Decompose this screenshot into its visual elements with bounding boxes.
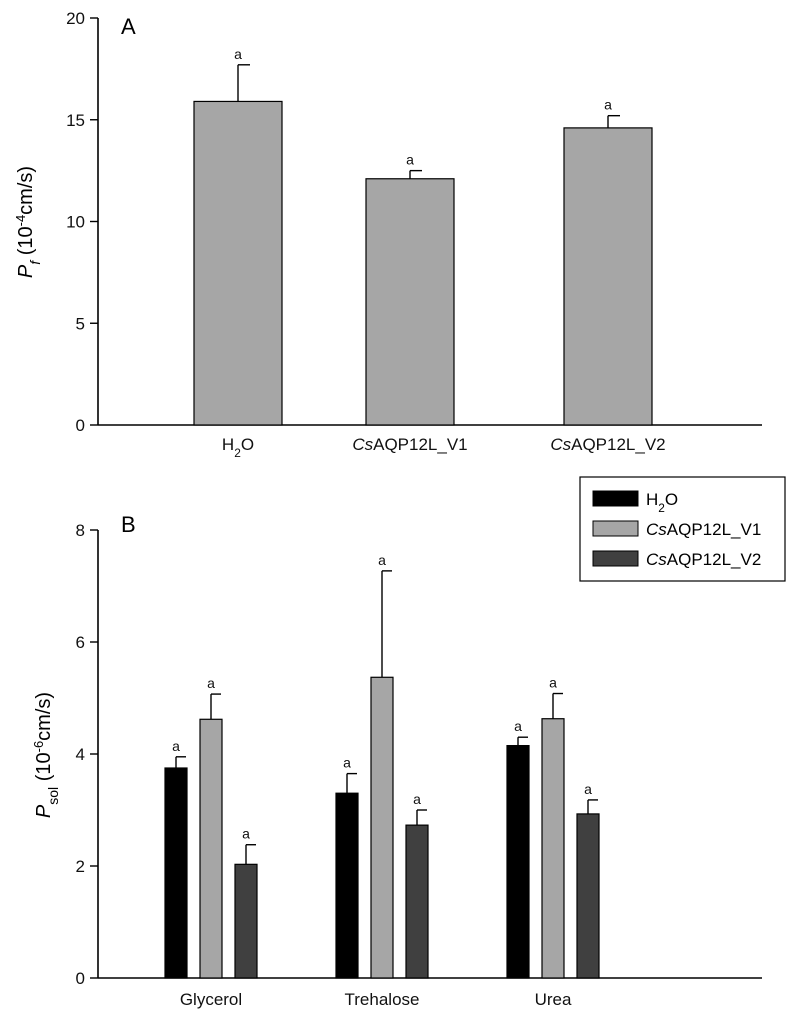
x-category-label: CsAQP12L_V2 [550,435,665,454]
legend-label: CsAQP12L_V1 [646,520,761,539]
bar [193,100,283,426]
x-category-label: Glycerol [180,990,242,1009]
significance-label: a [604,97,612,113]
bar [199,718,223,979]
panel-a: 0 5 10 15 20 a H2O a CsAQP12L_V1 a CsAQP12L_V2 A Pf … [13,9,762,460]
x-category-label: CsAQP12L_V1 [352,435,467,454]
x-category-label: Urea [535,990,572,1009]
panel-label: A [121,14,136,39]
legend-label: CsAQP12L_V2 [646,550,761,569]
y-tick-label: 20 [66,9,85,28]
significance-label: a [242,826,250,842]
significance-label: a [378,552,386,568]
bar [365,178,455,426]
significance-label: a [584,781,592,797]
y-tick-label: 0 [76,416,85,435]
bar [576,813,600,979]
significance-label: a [234,46,242,62]
y-tick-label: 4 [76,745,85,764]
panel-label: B [121,512,136,537]
bar [370,676,394,979]
bar [506,744,530,979]
x-category-label: Trehalose [345,990,420,1009]
bar [405,824,429,979]
significance-label: a [172,738,180,754]
legend-label: H2O [646,490,678,515]
legend-swatch [592,490,639,507]
y-tick-label: 5 [76,314,85,333]
y-tick-label: 6 [76,633,85,652]
significance-label: a [549,675,557,691]
legend: H2O CsAQP12L_V1 CsAQP12L_V2 [579,476,786,582]
panel-b: 0 2 4 6 8 a a a a a a a a a Glycerol Trehalose Urea B Psol… [31,476,786,1009]
legend-swatch [592,550,639,567]
significance-label: a [514,718,522,734]
bar [234,863,258,979]
x-category-label: H2O [222,435,254,460]
significance-label: a [406,152,414,168]
significance-label: a [413,791,421,807]
y-axis-title: Psol (10-6cm/s) [31,692,62,818]
y-tick-label: 10 [66,213,85,232]
bar [563,127,653,426]
y-tick-label: 8 [76,521,85,540]
legend-swatch [592,520,639,537]
significance-label: a [343,755,351,771]
y-tick-label: 2 [76,857,85,876]
bar [541,718,565,979]
y-tick-label: 15 [66,111,85,130]
bar [164,767,188,979]
y-tick-label: 0 [76,969,85,988]
bar [335,792,359,979]
significance-label: a [207,675,215,691]
y-axis-title: Pf (10-4cm/s) [13,166,44,278]
